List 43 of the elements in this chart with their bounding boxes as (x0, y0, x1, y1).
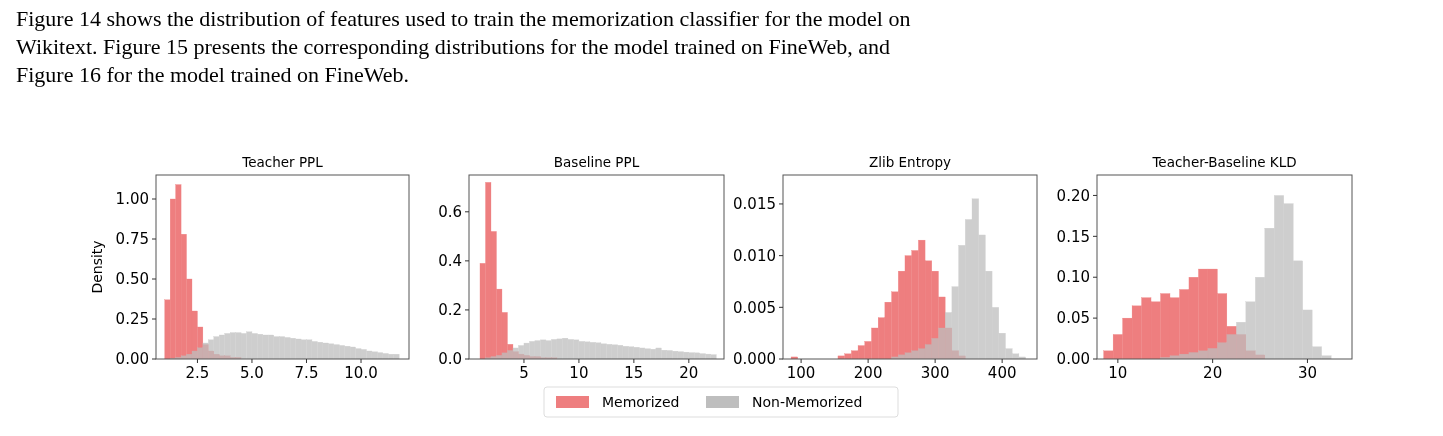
y-tick-label: 0.20 (1056, 186, 1090, 205)
x-tick-label: 2.5 (185, 364, 210, 382)
y-tick-label: 1.00 (115, 190, 149, 209)
y-tick-label: 0.00 (115, 350, 149, 369)
y-tick-label: 0.000 (733, 350, 776, 369)
y-tick-label: 0.50 (115, 270, 149, 289)
x-tick-label: 20 (1203, 364, 1223, 382)
x-tick-label: 400 (987, 364, 1017, 382)
x-tick-label: 10.0 (344, 364, 378, 382)
x-tick-label: 5 (519, 364, 529, 382)
y-tick-label: 0.10 (1056, 268, 1090, 287)
y-tick-label: 0.015 (733, 195, 776, 214)
x-tick-label: 10 (1108, 364, 1128, 382)
y-axis-title: Density (89, 240, 105, 294)
y-tick-label: 0.25 (115, 310, 149, 329)
x-tick-label: 30 (1297, 364, 1317, 382)
x-tick-label: 7.5 (294, 364, 319, 382)
y-tick-label: 0.010 (733, 246, 776, 265)
chart-title: Teacher PPL (241, 154, 324, 170)
x-tick-label: 5.0 (240, 364, 264, 382)
legend-label: Memorized (602, 393, 680, 410)
y-tick-label: 0.005 (733, 298, 776, 317)
y-tick-label: 0.6 (438, 203, 462, 222)
chart-title: Zlib Entropy (868, 154, 952, 170)
y-tick-label: 0.2 (438, 301, 462, 320)
x-tick-label: 100 (786, 364, 816, 382)
legend-label: Non-Memorized (752, 393, 863, 410)
x-tick-label: 15 (624, 364, 644, 382)
y-tick-label: 0.15 (1056, 227, 1090, 246)
x-tick-label: 300 (920, 364, 950, 382)
x-tick-label: 200 (853, 364, 883, 382)
y-tick-label: 0.4 (438, 252, 462, 271)
y-tick-label: 0.05 (1056, 309, 1090, 328)
chart-title: Teacher-Baseline KLD (1151, 154, 1297, 170)
x-tick-label: 10 (569, 364, 589, 382)
y-tick-label: 0.00 (1056, 350, 1090, 369)
y-tick-label: 0.75 (115, 230, 149, 249)
chart-title: Baseline PPL (553, 154, 640, 170)
caption: Figure 14 shows the distribution of features used to train the memorization classifier for the model on (16, 6, 911, 31)
text: Wikitext. Figure 15 presents the corresponding distributions for the model trained on FineWeb, and (16, 34, 891, 59)
x-tick-label: 20 (679, 364, 699, 382)
caption: Figure 16 for the model trained on FineWeb. (16, 62, 409, 87)
y-tick-label: 0.0 (438, 350, 462, 369)
